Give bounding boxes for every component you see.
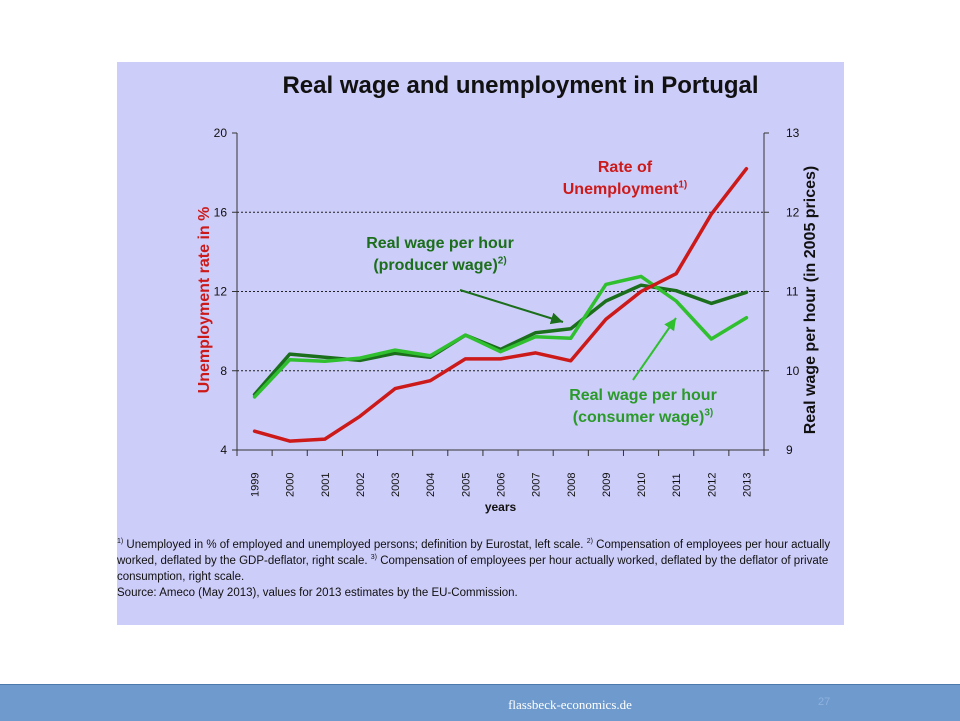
y-axis-label-right: Real wage per hour (in 2005 prices) [802,166,819,435]
y-right-tick-label: 10 [786,364,800,378]
series-line-producer-wage [252,283,749,397]
annotation-unemployment-line1: Rate of [597,159,653,176]
x-tick-label: 2010 [636,473,648,497]
x-tick-label: 2002 [355,473,367,497]
annotation-producer-sup: 2) [497,255,507,267]
x-axis-label: years [485,500,517,514]
annotation-producer-line2: (producer wage) [373,257,498,274]
x-tick-label: 2005 [460,473,472,497]
y-right-tick-label: 11 [786,285,799,299]
annotation-consumer-wage: Real wage per hour (consumer wage)3) [538,385,748,429]
footer-site-link[interactable]: flassbeck-economics.de [508,697,632,712]
footnote-2: Compensation of employees per hour actua… [117,539,831,567]
annotation-consumer-line1: Real wage per hour [569,387,717,404]
footnote-1: Unemployed in % of employed and unemploy… [123,539,587,551]
y-axis-label-left: Unemployment rate in % [196,207,213,394]
source-note: Source: Ameco (May 2013), values for 201… [117,587,518,599]
x-tick-label: 1999 [250,473,262,497]
y-left-tick-label: 20 [214,126,228,140]
x-tick-label: 2000 [285,473,297,497]
arrow-consumer-wage [632,317,677,381]
footnote-1-mark: 1) [117,538,124,546]
x-tick-label: 2003 [390,473,402,497]
x-tick-label: 2008 [566,473,578,497]
annotation-unemployment-line2: Unemployment [562,181,679,198]
x-tick-label: 2009 [601,473,613,497]
footnote-2-mark: 2) [586,538,593,546]
page-number: 27 [818,696,831,708]
chart-title: Real wage and unemployment in Portugal [282,72,759,99]
y-left-tick-label: 16 [214,205,228,219]
y-right-tick-label: 13 [786,126,800,140]
y-left-tick-label: 12 [214,285,228,299]
footnote-3-mark: 3) [370,554,378,562]
series-line-consumer-wage [252,274,749,399]
annotation-producer-line1: Real wage per hour [366,235,514,252]
footnote-3: Compensation of employees per hour actua… [117,555,829,583]
annotation-unemployment-sup: 1) [678,179,688,191]
y-left-tick-label: 4 [220,443,227,457]
x-tick-label: 2012 [706,473,718,497]
annotation-unemployment: Rate of Unemployment1) [530,157,720,201]
x-tick-label: 2007 [531,473,543,497]
x-tick-label: 2011 [671,473,683,497]
footer-bar [0,684,960,721]
x-tick-label: 2013 [741,473,753,497]
y-right-tick-label: 9 [786,443,793,457]
annotation-consumer-sup: 3) [704,407,714,419]
x-tick-label: 2001 [320,473,332,497]
annotation-producer-wage: Real wage per hour (producer wage)2) [335,233,545,277]
annotation-consumer-line2: (consumer wage) [572,409,705,426]
x-tick-label: 2006 [496,473,508,497]
x-tick-label: 2004 [425,473,437,497]
arrow-producer-wage [459,289,564,325]
y-right-tick-label: 12 [786,205,800,219]
footnotes: 1) Unemployed in % of employed and unemp… [117,537,844,601]
y-left-tick-label: 8 [220,364,227,378]
series-line-unemployment [252,166,749,443]
